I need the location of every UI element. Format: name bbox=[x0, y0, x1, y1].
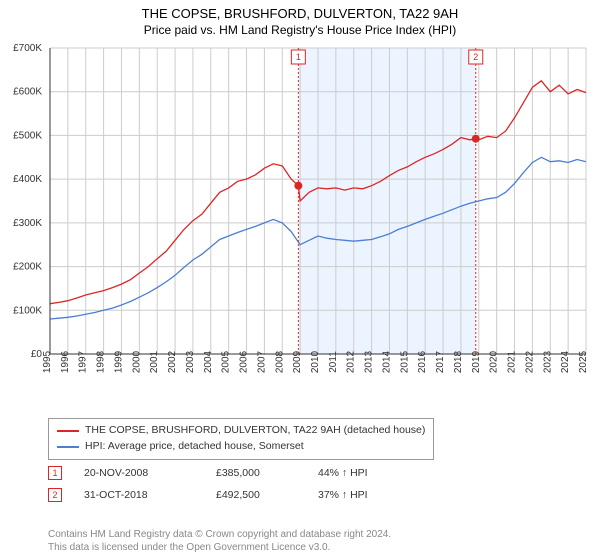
svg-text:2: 2 bbox=[473, 52, 478, 62]
marker-row: 1 20-NOV-2008 £385,000 44% ↑ HPI bbox=[48, 462, 418, 484]
legend-swatch bbox=[57, 430, 79, 432]
svg-text:£100K: £100K bbox=[13, 305, 42, 316]
legend-label: THE COPSE, BRUSHFORD, DULVERTON, TA22 9A… bbox=[85, 423, 425, 439]
marker-hpi: 44% ↑ HPI bbox=[318, 467, 418, 479]
chart-subtitle: Price paid vs. HM Land Registry's House … bbox=[0, 23, 600, 37]
svg-text:£500K: £500K bbox=[13, 130, 42, 141]
footer-line-1: Contains HM Land Registry data © Crown c… bbox=[48, 528, 391, 541]
svg-text:£200K: £200K bbox=[13, 262, 42, 273]
line-chart: £0£100K£200K£300K£400K£500K£600K£700K199… bbox=[48, 44, 588, 394]
svg-text:£600K: £600K bbox=[13, 87, 42, 98]
legend-item: THE COPSE, BRUSHFORD, DULVERTON, TA22 9A… bbox=[57, 423, 425, 439]
marker-number-box: 2 bbox=[48, 488, 62, 502]
svg-text:£300K: £300K bbox=[13, 218, 42, 229]
svg-text:£700K: £700K bbox=[13, 43, 42, 54]
svg-text:£400K: £400K bbox=[13, 174, 42, 185]
marker-price: £385,000 bbox=[216, 467, 296, 479]
svg-text:1: 1 bbox=[296, 52, 301, 62]
legend-item: HPI: Average price, detached house, Some… bbox=[57, 439, 425, 455]
legend-label: HPI: Average price, detached house, Some… bbox=[85, 439, 304, 455]
marker-price: £492,500 bbox=[216, 489, 296, 501]
footer-attribution: Contains HM Land Registry data © Crown c… bbox=[48, 528, 391, 554]
footer-line-2: This data is licensed under the Open Gov… bbox=[48, 541, 391, 554]
marker-hpi: 37% ↑ HPI bbox=[318, 489, 418, 501]
legend: THE COPSE, BRUSHFORD, DULVERTON, TA22 9A… bbox=[48, 418, 434, 460]
svg-text:£0: £0 bbox=[31, 349, 43, 360]
marker-date: 20-NOV-2008 bbox=[84, 467, 194, 479]
marker-date: 31-OCT-2018 bbox=[84, 489, 194, 501]
legend-swatch bbox=[57, 446, 79, 448]
marker-table: 1 20-NOV-2008 £385,000 44% ↑ HPI 2 31-OCT-201… bbox=[48, 462, 418, 506]
chart-title: THE COPSE, BRUSHFORD, DULVERTON, TA22 9A… bbox=[0, 0, 600, 21]
marker-row: 2 31-OCT-2018 £492,500 37% ↑ HPI bbox=[48, 484, 418, 506]
marker-number-box: 1 bbox=[48, 466, 62, 480]
